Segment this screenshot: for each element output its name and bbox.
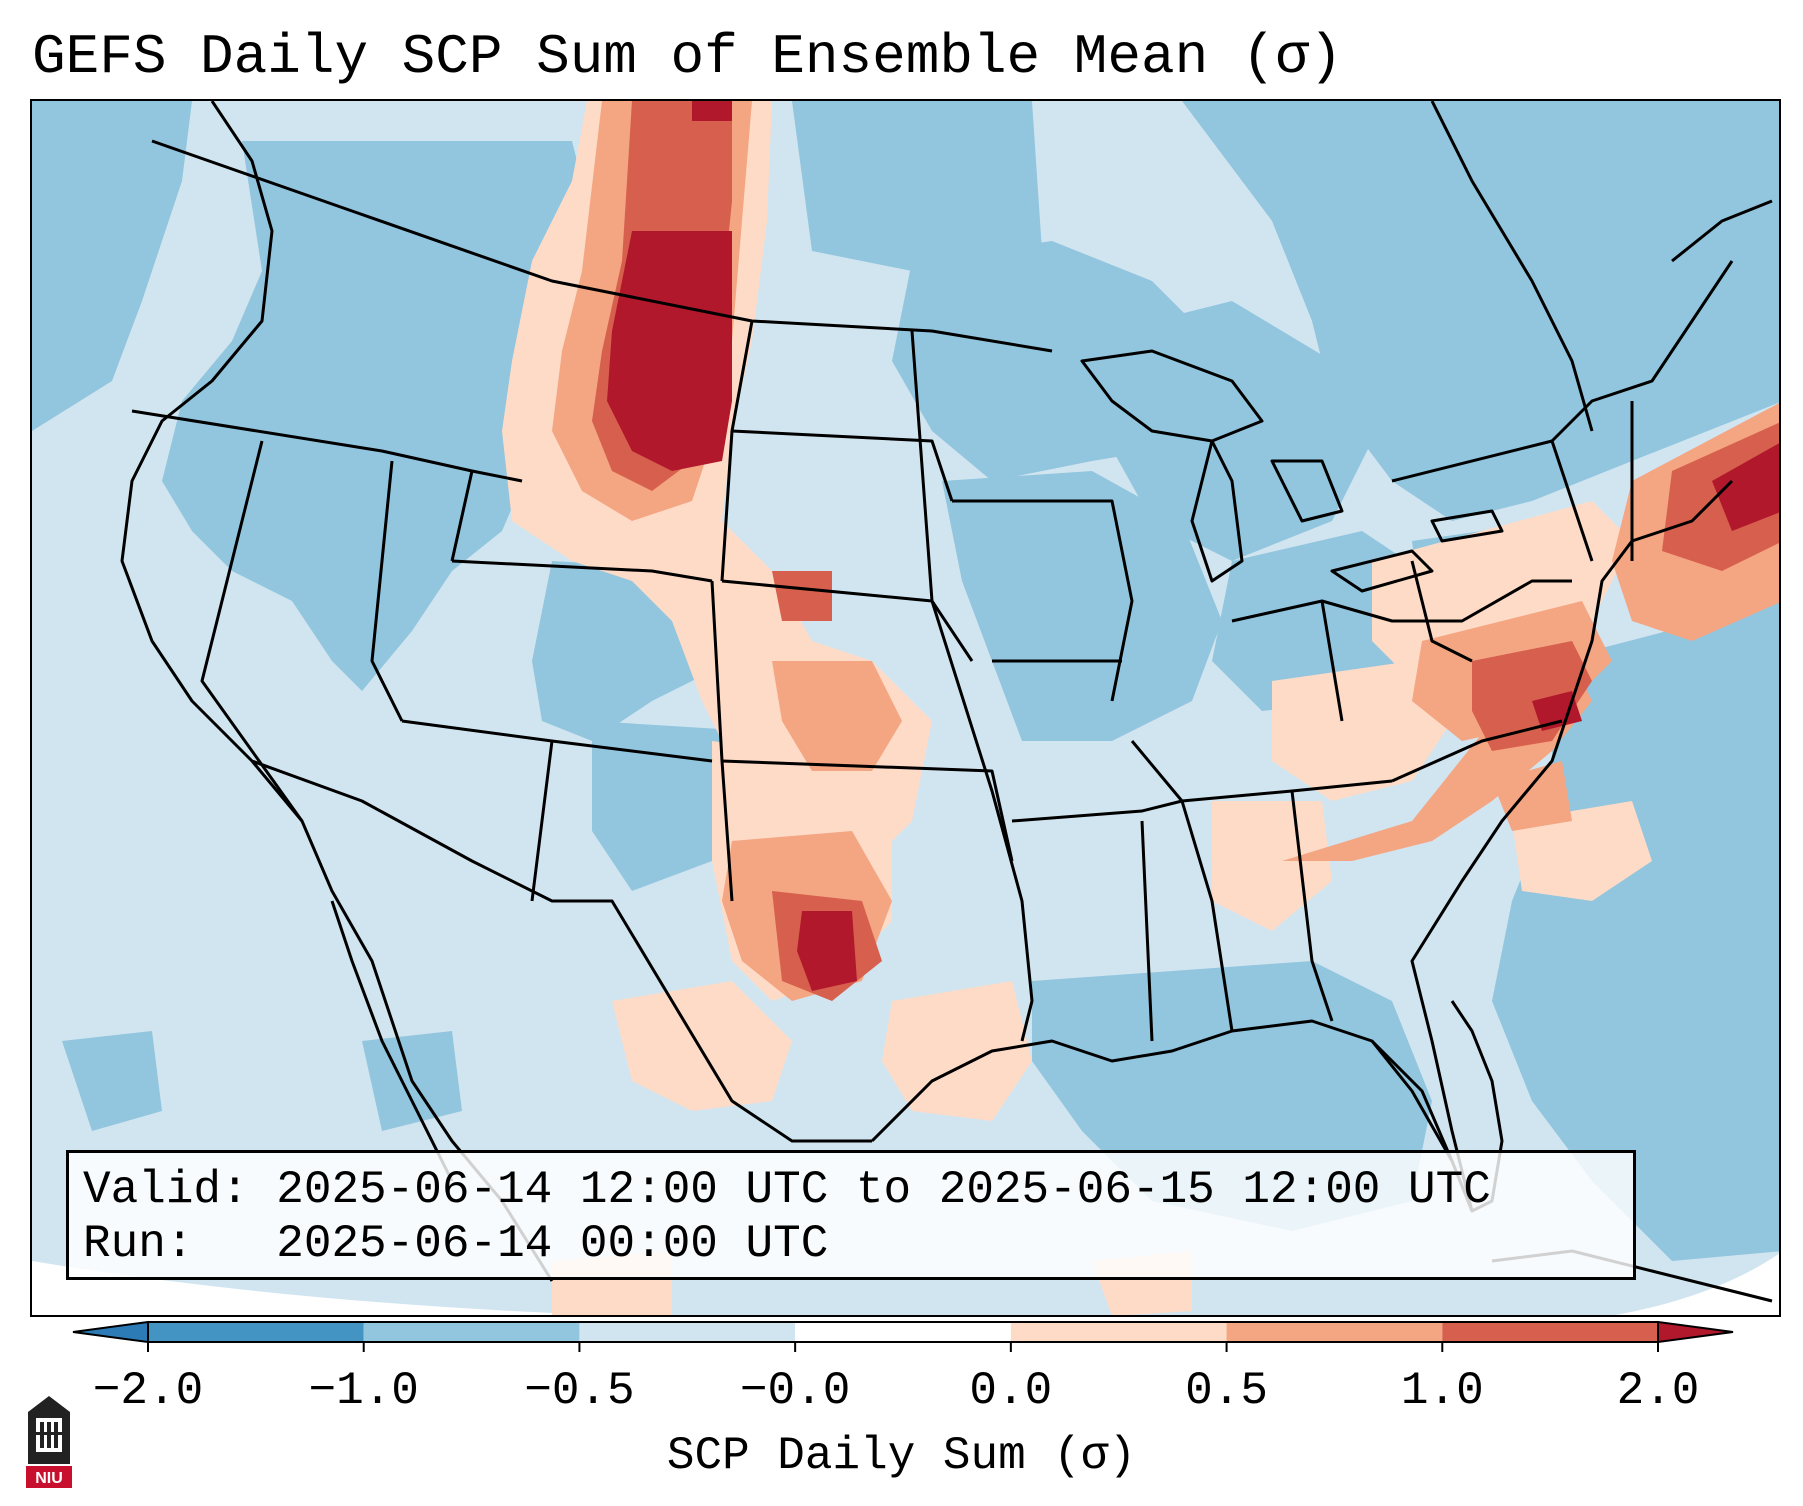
projection-edge-right <box>1615 1253 1779 1315</box>
state-line-y <box>1550 260 1734 443</box>
colorbar-segment <box>579 1322 796 1342</box>
colorbar-tick-label: −0.0 <box>739 1365 851 1417</box>
valid-time-text: Valid: 2025-06-14 12:00 UTC to 2025-06-1… <box>83 1164 1491 1216</box>
state-line-c <box>370 460 404 722</box>
state-line-b <box>200 440 304 822</box>
state-line-r <box>1140 820 1154 1042</box>
colorbar-tick-label: 0.0 <box>969 1365 1053 1417</box>
colorbar-tick-label: −0.5 <box>524 1365 635 1417</box>
lake-huron <box>1270 459 1344 523</box>
colorbar-segment <box>363 1322 580 1342</box>
state-line-s <box>1290 790 1334 1022</box>
projection-edge <box>32 1261 598 1315</box>
colorbar-tick-label: 1.0 <box>1400 1365 1484 1417</box>
mexico-border <box>251 759 872 1143</box>
lake-ontario <box>1430 509 1504 543</box>
state-line-t <box>1391 719 1563 783</box>
map-panel <box>30 99 1781 1317</box>
chart-title: GEFS Daily SCP Sum of Ensemble Mean (σ) <box>32 25 1343 89</box>
colorbar-segment <box>1010 1322 1227 1342</box>
map-canvas <box>32 101 1779 1315</box>
run-time-text: Run: 2025-06-14 00:00 UTC <box>83 1218 829 1270</box>
canada-border <box>151 139 1053 353</box>
lake-erie <box>1330 549 1434 593</box>
max-positive-field <box>607 101 1779 991</box>
colorbar-segment <box>1226 1322 1443 1342</box>
colorbar-extend-low <box>72 1320 149 1344</box>
state-line-w <box>1410 560 1473 663</box>
colorbar-outline <box>147 1321 1659 1343</box>
baja-coastline <box>330 900 454 1182</box>
colorbar-segment <box>795 1322 1011 1342</box>
colorbar-segment <box>1442 1322 1658 1342</box>
state-line-m <box>910 330 1034 1042</box>
state-line-n <box>952 499 1134 702</box>
colorbar-tick-label: −2.0 <box>92 1365 204 1417</box>
state-line-e <box>451 559 713 583</box>
lake-michigan <box>1190 439 1244 583</box>
valid-run-info-box: Valid: 2025-06-14 12:00 UTC to 2025-06-1… <box>66 1150 1636 1280</box>
lake-superior <box>1080 349 1264 443</box>
colorbar-extend-high <box>1657 1320 1734 1344</box>
colorbar-ticks <box>147 1342 1659 1352</box>
state-line-g <box>530 740 554 902</box>
state-line-q <box>1130 740 1234 1032</box>
colorbar-segment <box>148 1322 364 1342</box>
state-line-a <box>131 409 523 483</box>
niu-logo-text: NIU <box>35 1470 63 1487</box>
canada-coast-east <box>1671 199 1773 263</box>
state-line-l <box>721 759 1014 862</box>
colorbar-segments <box>72 1320 1734 1344</box>
colorbar-label: SCP Daily Sum (σ) <box>666 1430 1137 1482</box>
west-coastline <box>120 101 554 1282</box>
state-line-d <box>450 470 474 562</box>
canada-coast <box>1430 101 1594 432</box>
colorbar-tick-label: 0.5 <box>1185 1365 1268 1417</box>
state-line-v <box>1320 600 1344 722</box>
gulf-coastline <box>870 1019 1474 1212</box>
state-line-j <box>731 429 954 502</box>
colorbar-tick-label: −1.0 <box>308 1365 419 1417</box>
niu-logo: NIU <box>26 1396 72 1488</box>
boundaries <box>120 101 1773 1303</box>
colorbar-tick-label: 2.0 <box>1616 1365 1700 1417</box>
